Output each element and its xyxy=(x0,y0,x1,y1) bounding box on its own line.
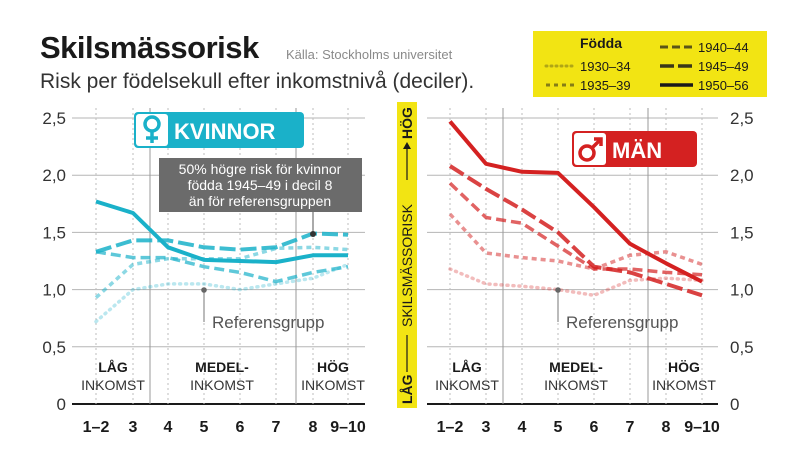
women-mid-label: MEDEL- xyxy=(195,359,249,375)
women-badge: KVINNOR xyxy=(134,112,304,148)
men-x-tick-label: 5 xyxy=(554,419,563,436)
middle-axis-label: SKILSMÄSSORISK xyxy=(399,203,415,327)
women-x-tick-label: 1–2 xyxy=(83,419,110,436)
legend-graphic: Födda 1930–34 1935–39 1940–44 1945–49 19… xyxy=(544,35,749,93)
men-x-tick-label: 1–2 xyxy=(437,419,464,436)
y-tick-label-left: 0,5 xyxy=(42,338,66,357)
women-series-1945-49 xyxy=(95,231,349,254)
women-high-label: HÖG xyxy=(317,359,349,375)
legend-label-1935-39: 1935–39 xyxy=(580,78,631,93)
y-tick-label-right: 0 xyxy=(730,395,739,414)
y-axis-right: 0 0,5 1,0 1,5 2,0 2,5 xyxy=(730,109,754,414)
men-series-1945-49 xyxy=(448,164,703,298)
male-symbol-icon xyxy=(578,137,603,162)
men-panel-title: MÄN xyxy=(612,138,662,163)
men-x-tick-label: 4 xyxy=(518,419,527,436)
women-panel-title: KVINNOR xyxy=(174,119,276,144)
legend-label-1945-49: 1945–49 xyxy=(698,59,749,74)
women-x-tick-label: 3 xyxy=(129,419,138,436)
men-badge: MÄN xyxy=(572,131,697,167)
middle-axis-low: LÅG xyxy=(399,374,415,404)
women-series-1940-44 xyxy=(95,250,349,284)
men-low-sublabel: INKOMST xyxy=(435,377,499,393)
women-x-tick-label: 8 xyxy=(309,419,318,436)
women-reference-point xyxy=(201,287,207,293)
women-series-1950-56 xyxy=(95,199,348,265)
y-tick-label-right: 2,0 xyxy=(730,166,754,185)
legend: Födda 1930–34 1935–39 1940–44 1945–49 19… xyxy=(533,31,767,97)
legend-label-1950-56: 1950–56 xyxy=(698,78,749,93)
women-x-tick-label: 9–10 xyxy=(330,419,366,436)
women-badge-bg xyxy=(134,112,304,148)
men-x-tick-label: 7 xyxy=(626,419,635,436)
women-series xyxy=(94,199,350,324)
chart-title: Skilsmässorisk xyxy=(40,30,259,65)
women-high-sublabel: INKOMST xyxy=(301,377,365,393)
men-series-1930-34 xyxy=(448,267,704,298)
men-high-sublabel: INKOMST xyxy=(652,377,716,393)
men-mid-sublabel: INKOMST xyxy=(544,377,608,393)
arrow-up-icon xyxy=(403,142,411,149)
female-symbol-icon xyxy=(143,115,161,143)
x-axis-ticks: 1–2 3 4 5 6 7 8 9–10 1–2 3 4 5 6 7 8 9–10 xyxy=(83,419,720,436)
men-reference-label: Referensgrupp xyxy=(566,313,678,332)
women-series-1930-34 xyxy=(94,262,350,324)
women-x-tick-label: 6 xyxy=(236,419,245,436)
women-low-sublabel: INKOMST xyxy=(81,377,145,393)
men-series xyxy=(448,120,704,298)
y-axis-left: 0 0,5 1,0 1,5 2,0 2,5 xyxy=(42,109,66,414)
women-note-box xyxy=(159,158,362,212)
y-tick-label-right: 2,5 xyxy=(730,109,754,128)
men-series-1950-56 xyxy=(448,120,703,284)
legend-title: Födda xyxy=(580,35,622,51)
y-tick-label-right: 1,0 xyxy=(730,281,754,300)
men-x-tick-label: 6 xyxy=(590,419,599,436)
women-note-point xyxy=(310,231,316,237)
women-x-tick-label: 5 xyxy=(200,419,209,436)
women-mid-sublabel: INKOMST xyxy=(190,377,254,393)
y-tick-label-left: 2,5 xyxy=(42,109,66,128)
women-x-tick-label: 4 xyxy=(164,419,173,436)
legend-label-1940-44: 1940–44 xyxy=(698,40,749,55)
men-reference-point xyxy=(555,287,561,293)
middle-axis-high: HÖG xyxy=(399,107,415,139)
y-tick-label-right: 0,5 xyxy=(730,338,754,357)
middle-axis-bar xyxy=(397,102,417,408)
men-x-tick-label: 9–10 xyxy=(684,419,720,436)
women-x-tick-label: 7 xyxy=(272,419,281,436)
women-note-line-1: 50% högre risk för kvinnor xyxy=(179,161,342,177)
y-tick-label-left: 1,5 xyxy=(42,223,66,242)
men-series-1940-44 xyxy=(448,181,703,277)
y-tick-label-left: 1,0 xyxy=(42,281,66,300)
men-low-label: LÅG xyxy=(452,359,482,375)
y-tick-label-left: 2,0 xyxy=(42,166,66,185)
men-x-tick-label: 3 xyxy=(482,419,491,436)
women-note-line-2: födda 1945–49 i decil 8 xyxy=(188,177,333,193)
women-low-label: LÅG xyxy=(98,359,128,375)
y-tick-label-left: 0 xyxy=(57,395,66,414)
legend-label-1930-34: 1930–34 xyxy=(580,59,631,74)
women-note-line-3: än för referensgruppen xyxy=(189,193,331,209)
men-high-label: HÖG xyxy=(668,359,700,375)
y-tick-label-right: 1,5 xyxy=(730,223,754,242)
women-reference-label: Referensgrupp xyxy=(212,313,324,332)
men-x-tick-label: 8 xyxy=(662,419,671,436)
men-mid-label: MEDEL- xyxy=(549,359,603,375)
source-note: Källa: Stockholms universitet xyxy=(286,47,453,62)
chart-subtitle: Risk per födelsekull efter inkomstnivå (… xyxy=(40,70,475,93)
